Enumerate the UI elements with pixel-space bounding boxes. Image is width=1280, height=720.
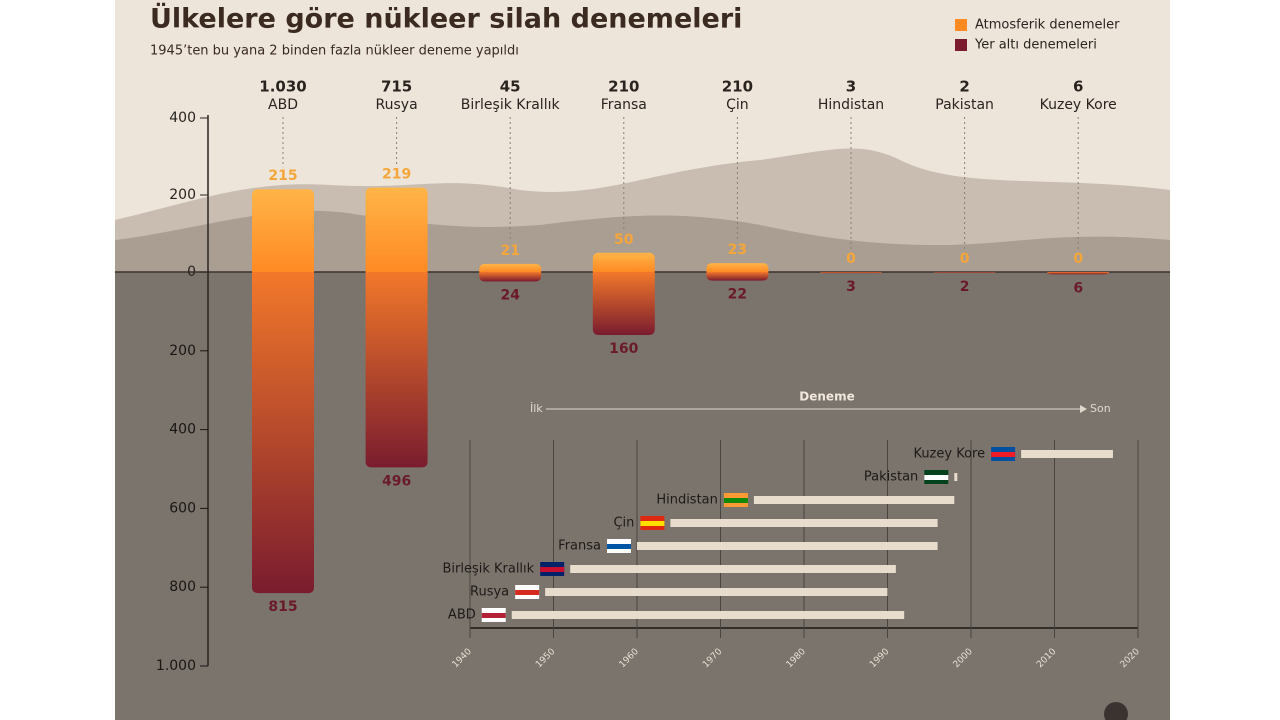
range-bar [753,496,955,504]
value-label: 3 [846,279,856,295]
timeline-label: Çin [613,516,634,531]
timeline-label: ABD [448,608,476,623]
timeline-label: Rusya [470,585,509,600]
timeline-label: Birleşik Krallık [442,562,534,577]
chart-title: Ülkelere göre nükleer silah denemeleri [150,2,742,35]
total-label: 210 [608,78,639,96]
category-label: Hindistan [818,97,884,113]
range-bar [1021,450,1113,458]
flag [607,544,631,549]
bar-atmospheric [479,263,542,272]
range-bar [511,611,905,619]
value-label: 215 [268,168,297,184]
y2-tick-label: 400 [169,422,196,438]
value-label: 24 [500,287,520,303]
category-label: ABD [268,97,298,113]
y-tick-label: 200 [169,187,196,203]
flag [640,521,665,526]
legend-swatch [955,19,967,31]
y-tick-label: 0 [187,264,196,280]
end-label: Son [1090,402,1111,415]
value-label: 496 [382,473,411,489]
value-label: 23 [728,242,747,258]
timeline-label: Fransa [558,539,601,554]
flag [723,498,748,503]
range-bar [670,519,938,527]
bar-atmospheric [252,189,314,272]
category-label: Birleşik Krallık [461,97,561,113]
y2-tick-label: 200 [169,343,196,359]
range-bar [954,473,958,481]
timeline-title: Deneme [799,390,854,404]
y2-tick-label: 800 [169,579,196,595]
category-label: Rusya [376,97,418,113]
bar-underground [706,272,769,281]
legend-label: Atmosferik denemeler [975,18,1120,33]
bar-atmospheric [706,263,769,272]
y-tick-label: 400 [169,110,196,126]
value-label: 0 [960,251,970,267]
bar-atmospheric [592,252,655,272]
value-label: 21 [500,243,519,259]
bar-underground [365,272,428,468]
total-label: 210 [722,78,753,96]
total-label: 6 [1073,78,1083,96]
flag [924,475,949,480]
value-label: 22 [728,287,747,303]
total-label: 2 [959,78,969,96]
total-label: 1.030 [259,78,306,96]
flag [481,613,506,618]
range-bar [545,588,888,596]
bar-atmospheric [365,187,428,272]
value-label: 2 [960,279,970,295]
category-label: Çin [726,97,749,113]
y2-tick-label: 1.000 [156,658,196,674]
start-label: İlk [530,402,543,415]
category-label: Fransa [601,97,647,113]
arrow-head [1080,405,1087,413]
category-label: Kuzey Kore [1040,97,1117,113]
category-label: Pakistan [935,97,994,113]
value-label: 6 [1073,280,1083,296]
bar-underground [1047,272,1110,275]
range-bar [570,565,896,573]
range-bar [637,542,938,550]
legend-label: Yer altı denemeleri [974,38,1097,53]
timeline-label: Pakistan [864,470,918,485]
total-label: 3 [846,78,856,96]
total-label: 45 [500,78,521,96]
bar-underground [933,272,996,273]
bar-underground [820,272,882,274]
bar-underground [592,272,655,336]
bar-underground [252,272,314,594]
flag [991,452,1016,457]
value-label: 0 [846,251,856,267]
flag [540,567,565,572]
bar-underground [479,272,542,282]
total-label: 715 [381,78,412,96]
value-label: 160 [609,341,638,357]
logo [1104,702,1128,720]
timeline-label: Hindistan [656,493,718,508]
subtitle: 1945’ten bu yana 2 binden fazla nükleer … [150,44,519,59]
value-label: 0 [1073,251,1083,267]
timeline-label: Kuzey Kore [913,447,985,462]
value-label: 219 [382,167,411,183]
legend-swatch [955,39,967,51]
flag [515,590,540,595]
y2-tick-label: 600 [169,500,196,516]
value-label: 50 [614,232,634,248]
value-label: 815 [268,599,297,615]
